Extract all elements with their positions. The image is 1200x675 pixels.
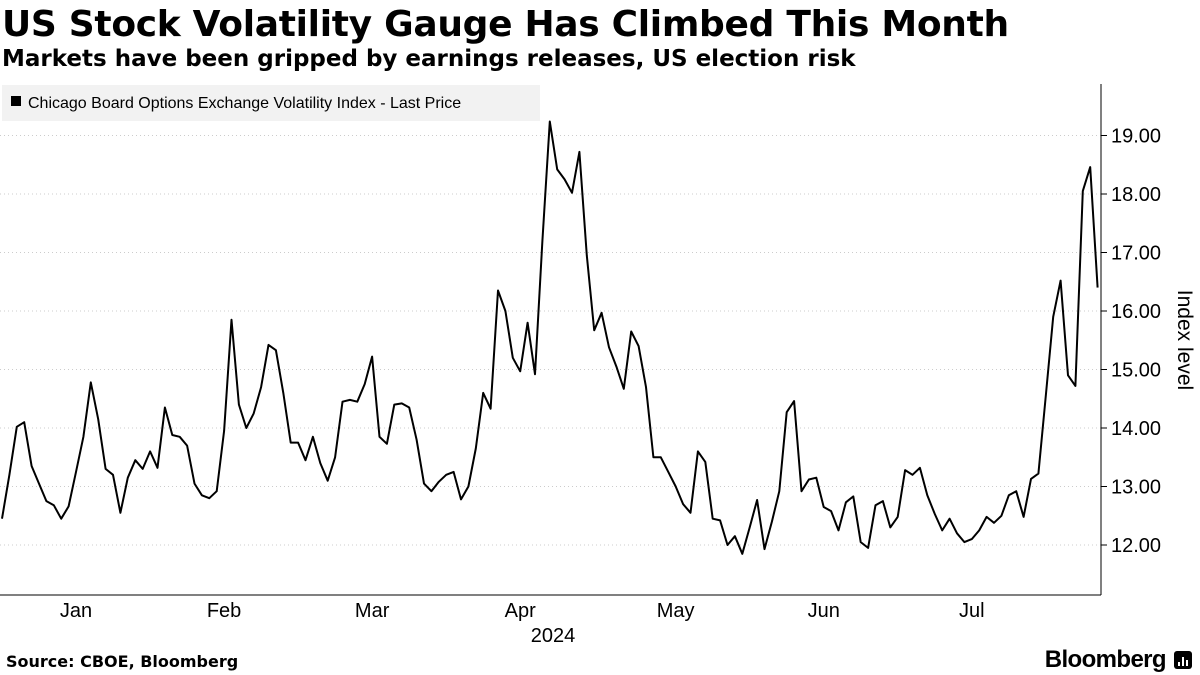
bloomberg-chart-icon <box>1174 651 1192 669</box>
x-tick-label-jul: Jul <box>959 600 985 622</box>
chart-title: US Stock Volatility Gauge Has Climbed Th… <box>2 4 1009 45</box>
series-line-vix <box>1 120 1099 555</box>
y-tick-label: 12.00 <box>1111 535 1161 557</box>
x-axis-year-label: 2024 <box>531 625 576 647</box>
x-tick-label-jan: Jan <box>60 600 92 622</box>
y-tick-label: 15.00 <box>1111 360 1161 382</box>
y-axis-title: Index level <box>1173 290 1196 390</box>
y-tick-label: 14.00 <box>1111 418 1161 440</box>
bloomberg-logo: Bloomberg <box>1044 646 1167 673</box>
y-tick-label: 16.00 <box>1111 301 1161 323</box>
legend-label: Chicago Board Options Exchange Volatilit… <box>28 95 461 112</box>
legend-swatch <box>11 96 21 106</box>
y-tick-label: 18.00 <box>1111 184 1161 206</box>
x-tick-label-mar: Mar <box>355 600 390 622</box>
x-tick-label-apr: Apr <box>505 600 536 622</box>
gridlines <box>0 135 1101 546</box>
x-axis-ticks: Jan Feb Mar Apr May Jun Jul <box>60 600 985 622</box>
y-tick-label: 17.00 <box>1111 243 1161 265</box>
legend-box <box>2 85 540 121</box>
x-tick-label-may: May <box>657 600 695 622</box>
y-axis-ticks: 12.00 13.00 14.00 15.00 16.00 17.00 18.00 19.00 <box>1101 126 1161 557</box>
source-note: Source: CBOE, Bloomberg <box>6 652 239 671</box>
y-tick-label: 19.00 <box>1111 126 1161 148</box>
x-tick-label-feb: Feb <box>207 600 241 622</box>
chart-subtitle: Markets have been gripped by earnings re… <box>2 46 856 72</box>
x-tick-label-jun: Jun <box>808 600 840 622</box>
y-tick-label: 13.00 <box>1111 477 1161 499</box>
